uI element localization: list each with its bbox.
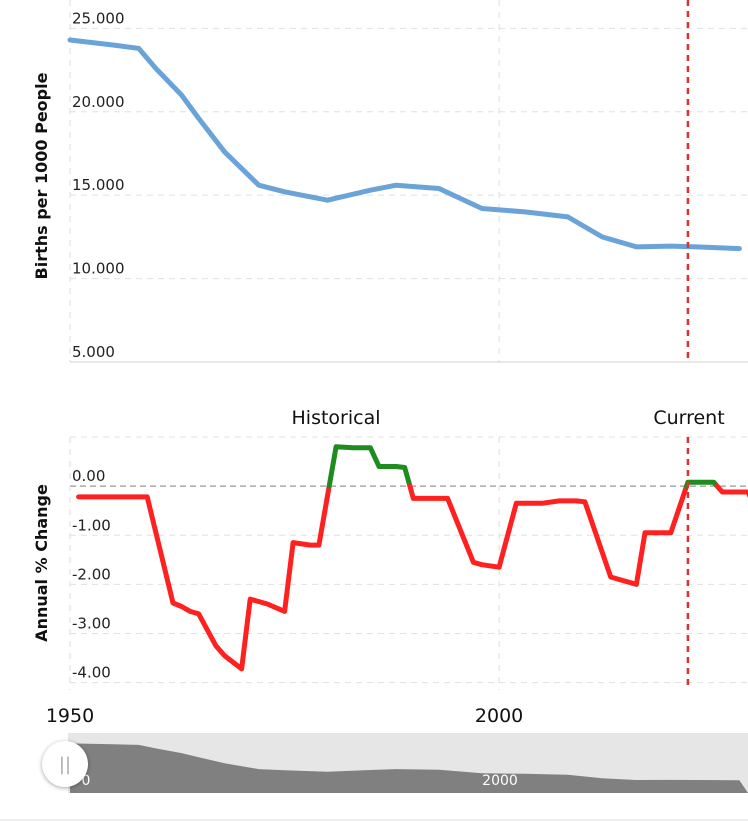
- negative-change-segment: [407, 483, 690, 587]
- top-y-tick-label: 10.000: [72, 260, 125, 278]
- current-annotation: Current: [653, 407, 724, 429]
- top-chart-gridlines: [69, 0, 748, 363]
- top-series: [67, 37, 742, 252]
- navigator-label-mid: 2000: [482, 773, 518, 789]
- navigator-label-left: 0: [82, 773, 91, 789]
- x-ticks: 1950 2000: [46, 705, 523, 727]
- top-y-ticks: 5.000 10.000 15.000 20.000 25.000: [72, 9, 125, 361]
- navigator-handle[interactable]: ||: [42, 741, 88, 787]
- bottom-y-tick-label: -1.00: [72, 516, 111, 534]
- bottom-series: [76, 444, 748, 672]
- bottom-y-tick-label: -4.00: [72, 664, 111, 682]
- historical-annotation: Historical: [292, 407, 381, 429]
- top-y-tick-label: 20.000: [72, 93, 125, 111]
- bottom-y-axis-title: Annual % Change: [32, 484, 51, 642]
- positive-change-segment: [326, 444, 413, 489]
- top-y-axis-title: Births per 1000 People: [32, 72, 51, 279]
- navigator-area: [70, 743, 748, 793]
- top-y-tick-label: 15.000: [72, 176, 125, 194]
- bottom-y-ticks: 0.00 -1.00 -2.00 -3.00 -4.00: [72, 467, 111, 682]
- positive-change-segment: [684, 479, 720, 489]
- top-y-tick-label: 25.000: [72, 9, 125, 27]
- birth-rate-line: [67, 37, 742, 252]
- bottom-y-tick-label: -2.00: [72, 565, 111, 583]
- negative-change-segment: [714, 483, 748, 498]
- bottom-chart-gridlines: [69, 436, 748, 690]
- x-tick-label: 1950: [46, 705, 94, 727]
- drag-handle-icon: ||: [58, 753, 72, 775]
- top-y-tick-label: 5.000: [72, 343, 115, 361]
- negative-change-segment: [76, 483, 332, 672]
- bottom-y-tick-label: -3.00: [72, 615, 111, 633]
- x-tick-label: 2000: [475, 705, 523, 727]
- bottom-y-tick-label: 0.00: [72, 467, 105, 485]
- range-navigator[interactable]: 0 2000: [68, 733, 748, 793]
